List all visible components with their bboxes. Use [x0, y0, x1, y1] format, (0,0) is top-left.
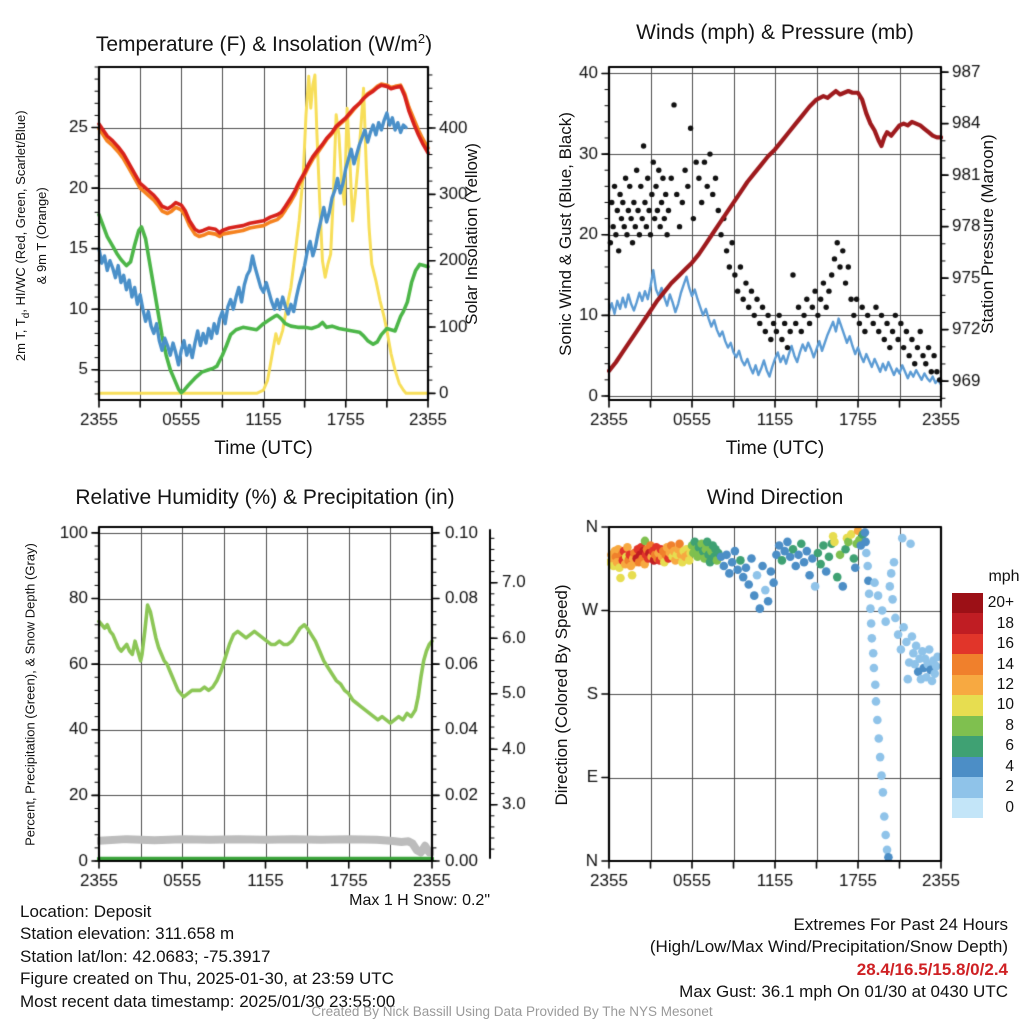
x-axis-label-temp: Time (UTC) — [214, 438, 313, 459]
data-timestamp: Most recent data timestamp: 2025/01/30 2… — [20, 991, 396, 1011]
chart-title-temperature: Temperature (F) & Insolation (W/m2) — [95, 31, 433, 56]
extremes-heading: Extremes For Past 24 Hours — [793, 915, 1008, 934]
legend-swatch-14 — [952, 654, 983, 676]
wind-direction-chart — [560, 478, 1024, 912]
y-axis-label-direction: Direction (Colored By Speed) — [552, 584, 571, 806]
legend-label-12: 12 — [996, 676, 1014, 694]
legend-swatch-10 — [952, 695, 983, 717]
legend-label-0: 0 — [1005, 798, 1014, 816]
station-latlon: Station lat/lon: 42.0683; -75.3917 — [20, 946, 271, 966]
station-info-block: Location: Deposit Station elevation: 311… — [20, 901, 395, 1013]
extremes-subheading: (High/Low/Max Wind/Precipitation/Snow De… — [649, 937, 1008, 957]
legend-label-4: 4 — [1005, 757, 1014, 775]
legend-label-10: 10 — [996, 696, 1014, 714]
legend-label-6: 6 — [1005, 737, 1014, 755]
legend-swatch-4 — [952, 756, 983, 778]
station-elevation: Station elevation: 311.658 m — [20, 924, 235, 944]
extremes-values: 28.4/16.5/15.8/0/2.4 — [856, 959, 1008, 979]
legend-label-14: 14 — [996, 655, 1014, 673]
legend-label-18: 18 — [996, 614, 1014, 632]
legend-swatch-18 — [952, 613, 983, 635]
chart-title-wind-direction: Wind Direction — [706, 486, 844, 509]
legend-label-2: 2 — [1005, 778, 1014, 796]
legend-title-mph: mph — [988, 568, 1020, 585]
temperature-insolation-chart — [0, 0, 512, 478]
max-gust: Max Gust: 36.1 mph On 01/30 at 0430 UTC — [679, 982, 1008, 1002]
figure-created: Figure created on Thu, 2025-01-30, at 23… — [20, 969, 394, 989]
legend-label-16: 16 — [996, 635, 1014, 653]
legend-swatch-0 — [952, 797, 983, 819]
y-axis-label-insolation: Solar Insolation (Yellow) — [462, 143, 481, 325]
legend-swatch-2 — [952, 777, 983, 798]
legend-label-8: 8 — [1005, 716, 1014, 734]
y-axis-label-humidity: Percent, Precipitation (Green), & Snow D… — [22, 543, 38, 846]
legend-swatch-16 — [952, 633, 983, 655]
humidity-precipitation-chart — [0, 478, 600, 912]
legend-swatch-12 — [952, 674, 983, 696]
legend-swatch-8 — [952, 715, 983, 737]
chart-title-winds-pressure: Winds (mph) & Pressure (mb) — [636, 21, 914, 44]
x-axis-label-winds: Time (UTC) — [725, 438, 825, 459]
station-location: Location: Deposit — [20, 902, 152, 921]
winds-pressure-chart — [512, 0, 1024, 478]
y-axis-label-wind: Sonic Wind & Gust (Blue, Black) — [556, 112, 575, 356]
legend-swatch-20+ — [952, 593, 983, 614]
y-axis-label-pressure: Station Pressure (Maroon) — [978, 134, 997, 334]
legend-swatch-6 — [952, 736, 983, 758]
footer-credit: Created By Nick Bassill Using Data Provi… — [311, 1004, 713, 1019]
legend-label-20+: 20+ — [987, 594, 1014, 612]
extremes-block: Extremes For Past 24 Hours (High/Low/Max… — [600, 914, 1008, 1004]
y-axis-label-temp-left: 2m T, Td, HI/WC (Red, Green, Scarlet/Blu… — [13, 110, 49, 362]
max-snow-note: Max 1 H Snow: 0.2" — [349, 892, 490, 909]
chart-title-humidity-precip: Relative Humidity (%) & Precipitation (i… — [75, 486, 455, 509]
